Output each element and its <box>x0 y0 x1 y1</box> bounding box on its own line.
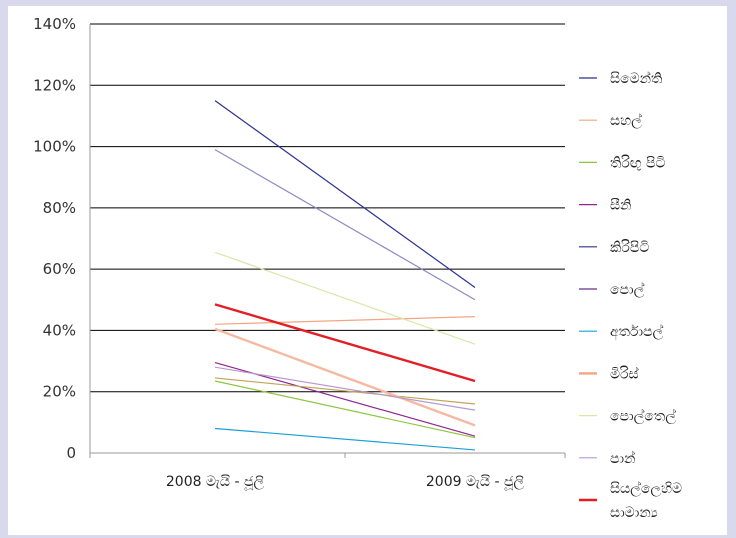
series-lines <box>214 100 476 451</box>
legend-label: පොල් <box>610 282 645 298</box>
legend: සිමෙන්ති සහල් තිරිඟු පිටි සීනි කිරිපිටි පොල් අ… <box>579 71 682 521</box>
y-tick-label: 0 <box>66 444 76 462</box>
chart-panel <box>8 6 727 535</box>
legend-label: සහල් <box>610 113 642 129</box>
y-tick-label: 100% <box>33 138 76 156</box>
y-tick-label: 60% <box>43 260 76 278</box>
legend-label: මිරිස් <box>610 366 639 382</box>
series-line <box>214 316 476 325</box>
y-tick-label: 120% <box>33 76 76 94</box>
series-line <box>214 327 476 427</box>
legend-label: පොල්තෙල් <box>610 408 676 424</box>
legend-label: කිරිපිටි <box>610 240 649 256</box>
series-line <box>214 380 476 439</box>
series-line <box>214 149 476 301</box>
y-axis-ticks: 0 20% 40% 60% 80% 100% 120% 140% <box>33 15 76 462</box>
legend-label-line2: සාමාන්‍ය <box>610 505 658 521</box>
series-line <box>214 427 476 451</box>
legend-label: සීනි <box>610 198 631 214</box>
x-axis-categories: 2008 මැයි - ජූලි 2009 මැයි - ජූලි <box>166 474 525 491</box>
series-line <box>214 377 476 405</box>
legend-label: තිරිඟු පිටි <box>610 155 666 171</box>
y-tick-label: 40% <box>43 321 76 339</box>
x-category-label: 2008 මැයි - ජූලි <box>166 474 265 491</box>
y-tick-label: 20% <box>43 383 76 401</box>
legend-label: සියල්ලෙහිම <box>610 481 682 497</box>
legend-label: අර්තාපල් <box>610 324 664 341</box>
legend-label: සිමෙන්ති <box>610 71 663 87</box>
series-line <box>214 251 476 345</box>
gridlines <box>89 23 566 458</box>
legend-label: පාන් <box>610 451 635 467</box>
series-line <box>214 303 476 383</box>
series-line <box>214 366 476 411</box>
series-line <box>214 100 476 289</box>
x-category-label: 2009 මැයි - ජූලි <box>426 474 525 491</box>
y-tick-label: 140% <box>33 15 76 33</box>
y-tick-label: 80% <box>43 199 76 217</box>
